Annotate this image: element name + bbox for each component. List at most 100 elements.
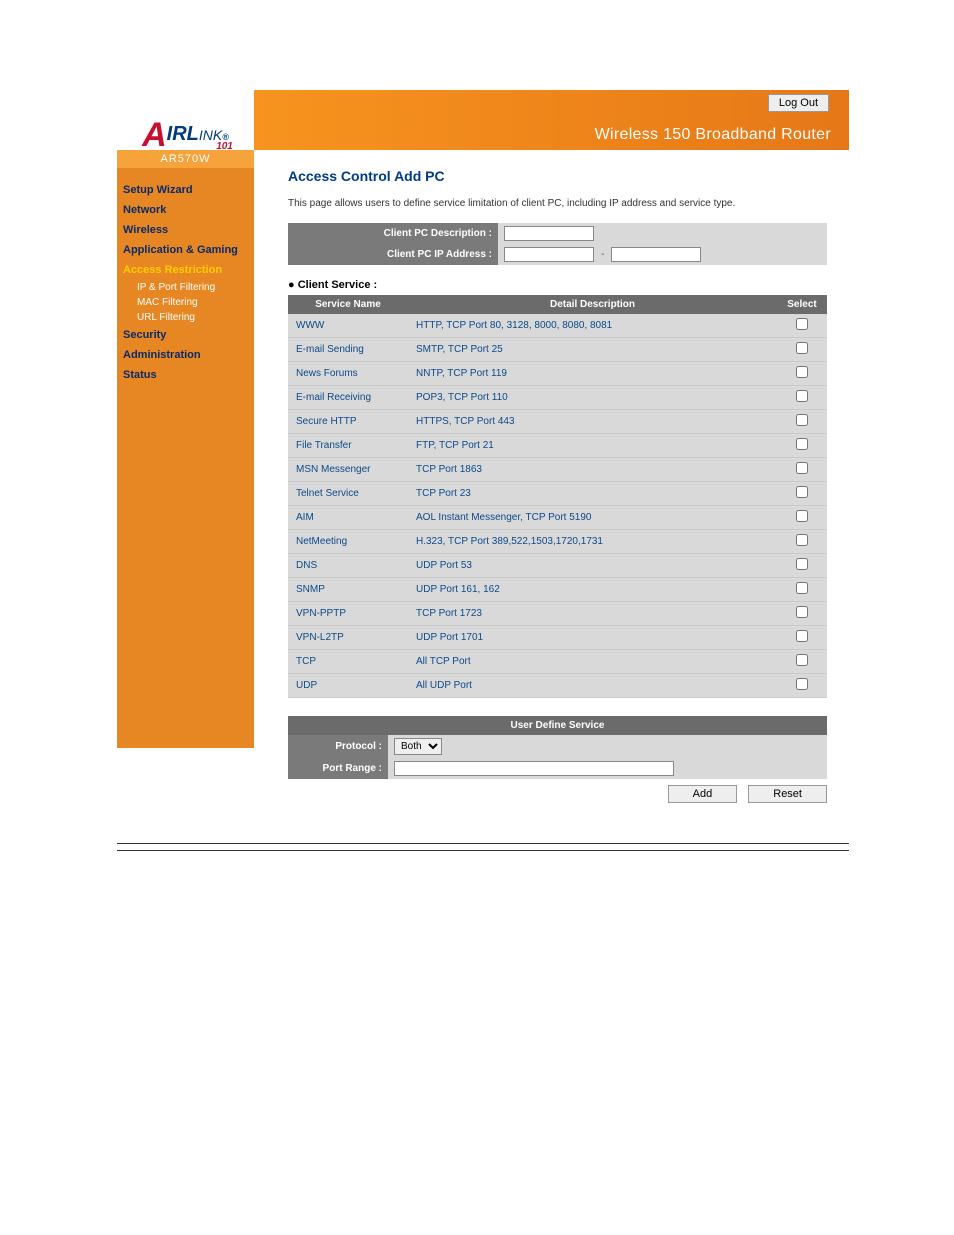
- content-area: Access Control Add PC This page allows u…: [254, 150, 849, 823]
- logo-block: AIRLINK® 101: [117, 90, 254, 150]
- user-define-service-table: User Define Service Protocol : BothTCPUD…: [288, 716, 827, 779]
- service-select-checkbox[interactable]: [796, 678, 808, 690]
- service-select-checkbox[interactable]: [796, 630, 808, 642]
- sidebar-item-security[interactable]: Security: [123, 325, 248, 345]
- client-pc-ip-input-a[interactable]: [504, 247, 594, 262]
- service-select-cell: [777, 626, 827, 650]
- service-select-cell: [777, 530, 827, 554]
- service-select-checkbox[interactable]: [796, 390, 808, 402]
- sidebar-item-wireless[interactable]: Wireless: [123, 220, 248, 240]
- table-row: File TransferFTP, TCP Port 21: [288, 434, 827, 458]
- service-select-cell: [777, 554, 827, 578]
- sidebar: Setup WizardNetworkWirelessApplication &…: [117, 168, 254, 748]
- table-row: UDPAll UDP Port: [288, 674, 827, 698]
- uds-protocol-select[interactable]: BothTCPUDP: [394, 738, 442, 755]
- service-select-cell: [777, 362, 827, 386]
- sidebar-item-administration[interactable]: Administration: [123, 345, 248, 365]
- service-select-checkbox[interactable]: [796, 606, 808, 618]
- service-select-cell: [777, 338, 827, 362]
- service-detail-cell: All UDP Port: [408, 674, 777, 698]
- ip-range-separator: -: [597, 249, 608, 260]
- service-select-cell: [777, 506, 827, 530]
- table-row: E-mail ReceivingPOP3, TCP Port 110: [288, 386, 827, 410]
- sidebar-sub-mac-filtering[interactable]: MAC Filtering: [123, 295, 248, 310]
- add-button[interactable]: Add: [668, 785, 738, 803]
- client-service-table: Service Name Detail Description Select W…: [288, 295, 827, 698]
- th-service-name: Service Name: [288, 295, 408, 314]
- reset-button[interactable]: Reset: [748, 785, 827, 803]
- service-select-checkbox[interactable]: [796, 318, 808, 330]
- sidebar-item-application-gaming[interactable]: Application & Gaming: [123, 240, 248, 260]
- service-detail-cell: All TCP Port: [408, 650, 777, 674]
- service-name-cell: DNS: [288, 554, 408, 578]
- service-detail-cell: NNTP, TCP Port 119: [408, 362, 777, 386]
- service-select-checkbox[interactable]: [796, 510, 808, 522]
- service-select-checkbox[interactable]: [796, 558, 808, 570]
- sidebar-item-access-restriction[interactable]: Access Restriction: [123, 260, 248, 280]
- client-pc-desc-input[interactable]: [504, 226, 594, 241]
- service-select-cell: [777, 458, 827, 482]
- service-name-cell: VPN-PPTP: [288, 602, 408, 626]
- service-name-cell: WWW: [288, 314, 408, 338]
- table-row: AIMAOL Instant Messenger, TCP Port 5190: [288, 506, 827, 530]
- service-select-cell: [777, 578, 827, 602]
- service-detail-cell: HTTPS, TCP Port 443: [408, 410, 777, 434]
- service-select-checkbox[interactable]: [796, 438, 808, 450]
- client-pc-ip-label: Client PC IP Address :: [288, 244, 498, 265]
- table-row: Telnet ServiceTCP Port 23: [288, 482, 827, 506]
- service-select-cell: [777, 410, 827, 434]
- service-name-cell: Telnet Service: [288, 482, 408, 506]
- sidebar-item-setup-wizard[interactable]: Setup Wizard: [123, 180, 248, 200]
- service-name-cell: SNMP: [288, 578, 408, 602]
- service-name-cell: MSN Messenger: [288, 458, 408, 482]
- table-row: DNSUDP Port 53: [288, 554, 827, 578]
- service-name-cell: E-mail Sending: [288, 338, 408, 362]
- service-select-checkbox[interactable]: [796, 414, 808, 426]
- service-detail-cell: UDP Port 53: [408, 554, 777, 578]
- sidebar-sub-ip-port-filtering[interactable]: IP & Port Filtering: [123, 280, 248, 295]
- footer-divider: [117, 837, 849, 857]
- service-name-cell: File Transfer: [288, 434, 408, 458]
- service-name-cell: NetMeeting: [288, 530, 408, 554]
- service-select-cell: [777, 386, 827, 410]
- service-select-cell: [777, 650, 827, 674]
- uds-title: User Define Service: [288, 716, 827, 735]
- table-row: SNMPUDP Port 161, 162: [288, 578, 827, 602]
- service-detail-cell: POP3, TCP Port 110: [408, 386, 777, 410]
- header-banner: Log Out Wireless 150 Broadband Router: [254, 90, 849, 150]
- service-select-checkbox[interactable]: [796, 654, 808, 666]
- client-pc-ip-input-b[interactable]: [611, 247, 701, 262]
- service-name-cell: AIM: [288, 506, 408, 530]
- uds-protocol-label: Protocol :: [288, 735, 388, 758]
- service-name-cell: News Forums: [288, 362, 408, 386]
- service-select-checkbox[interactable]: [796, 462, 808, 474]
- service-select-cell: [777, 602, 827, 626]
- sidebar-sub-url-filtering[interactable]: URL Filtering: [123, 310, 248, 325]
- sidebar-item-status[interactable]: Status: [123, 365, 248, 385]
- table-row: NetMeetingH.323, TCP Port 389,522,1503,1…: [288, 530, 827, 554]
- service-name-cell: TCP: [288, 650, 408, 674]
- th-select: Select: [777, 295, 827, 314]
- logout-button[interactable]: Log Out: [768, 94, 829, 112]
- service-select-checkbox[interactable]: [796, 342, 808, 354]
- service-detail-cell: UDP Port 161, 162: [408, 578, 777, 602]
- uds-port-range-input[interactable]: [394, 761, 674, 776]
- table-row: Secure HTTPHTTPS, TCP Port 443: [288, 410, 827, 434]
- page-description: This page allows users to define service…: [288, 198, 827, 209]
- service-name-cell: E-mail Receiving: [288, 386, 408, 410]
- service-select-checkbox[interactable]: [796, 486, 808, 498]
- service-select-checkbox[interactable]: [796, 366, 808, 378]
- service-name-cell: VPN-L2TP: [288, 626, 408, 650]
- service-select-cell: [777, 482, 827, 506]
- service-detail-cell: TCP Port 1723: [408, 602, 777, 626]
- table-row: News ForumsNNTP, TCP Port 119: [288, 362, 827, 386]
- model-label: AR570W: [117, 150, 254, 168]
- sidebar-item-network[interactable]: Network: [123, 200, 248, 220]
- service-detail-cell: UDP Port 1701: [408, 626, 777, 650]
- th-detail: Detail Description: [408, 295, 777, 314]
- service-select-checkbox[interactable]: [796, 582, 808, 594]
- service-select-checkbox[interactable]: [796, 534, 808, 546]
- table-row: MSN MessengerTCP Port 1863: [288, 458, 827, 482]
- button-row: Add Reset: [288, 785, 827, 803]
- page-title: Access Control Add PC: [288, 168, 827, 184]
